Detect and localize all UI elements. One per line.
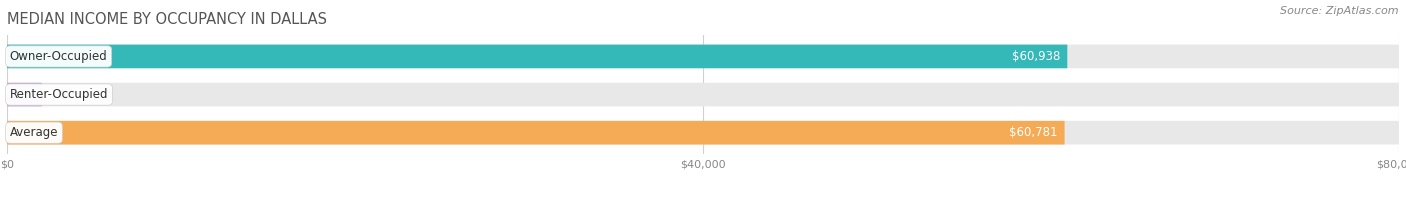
FancyBboxPatch shape: [7, 83, 1399, 106]
Text: Average: Average: [10, 126, 58, 139]
FancyBboxPatch shape: [7, 45, 1399, 68]
Text: MEDIAN INCOME BY OCCUPANCY IN DALLAS: MEDIAN INCOME BY OCCUPANCY IN DALLAS: [7, 12, 328, 27]
Text: $60,938: $60,938: [1012, 50, 1060, 63]
FancyBboxPatch shape: [7, 45, 1067, 68]
Text: $0: $0: [59, 88, 73, 101]
Text: Owner-Occupied: Owner-Occupied: [10, 50, 108, 63]
FancyBboxPatch shape: [7, 121, 1399, 145]
Text: $60,781: $60,781: [1010, 126, 1057, 139]
FancyBboxPatch shape: [7, 121, 1064, 145]
FancyBboxPatch shape: [7, 83, 42, 106]
Text: Source: ZipAtlas.com: Source: ZipAtlas.com: [1281, 6, 1399, 16]
Text: Renter-Occupied: Renter-Occupied: [10, 88, 108, 101]
